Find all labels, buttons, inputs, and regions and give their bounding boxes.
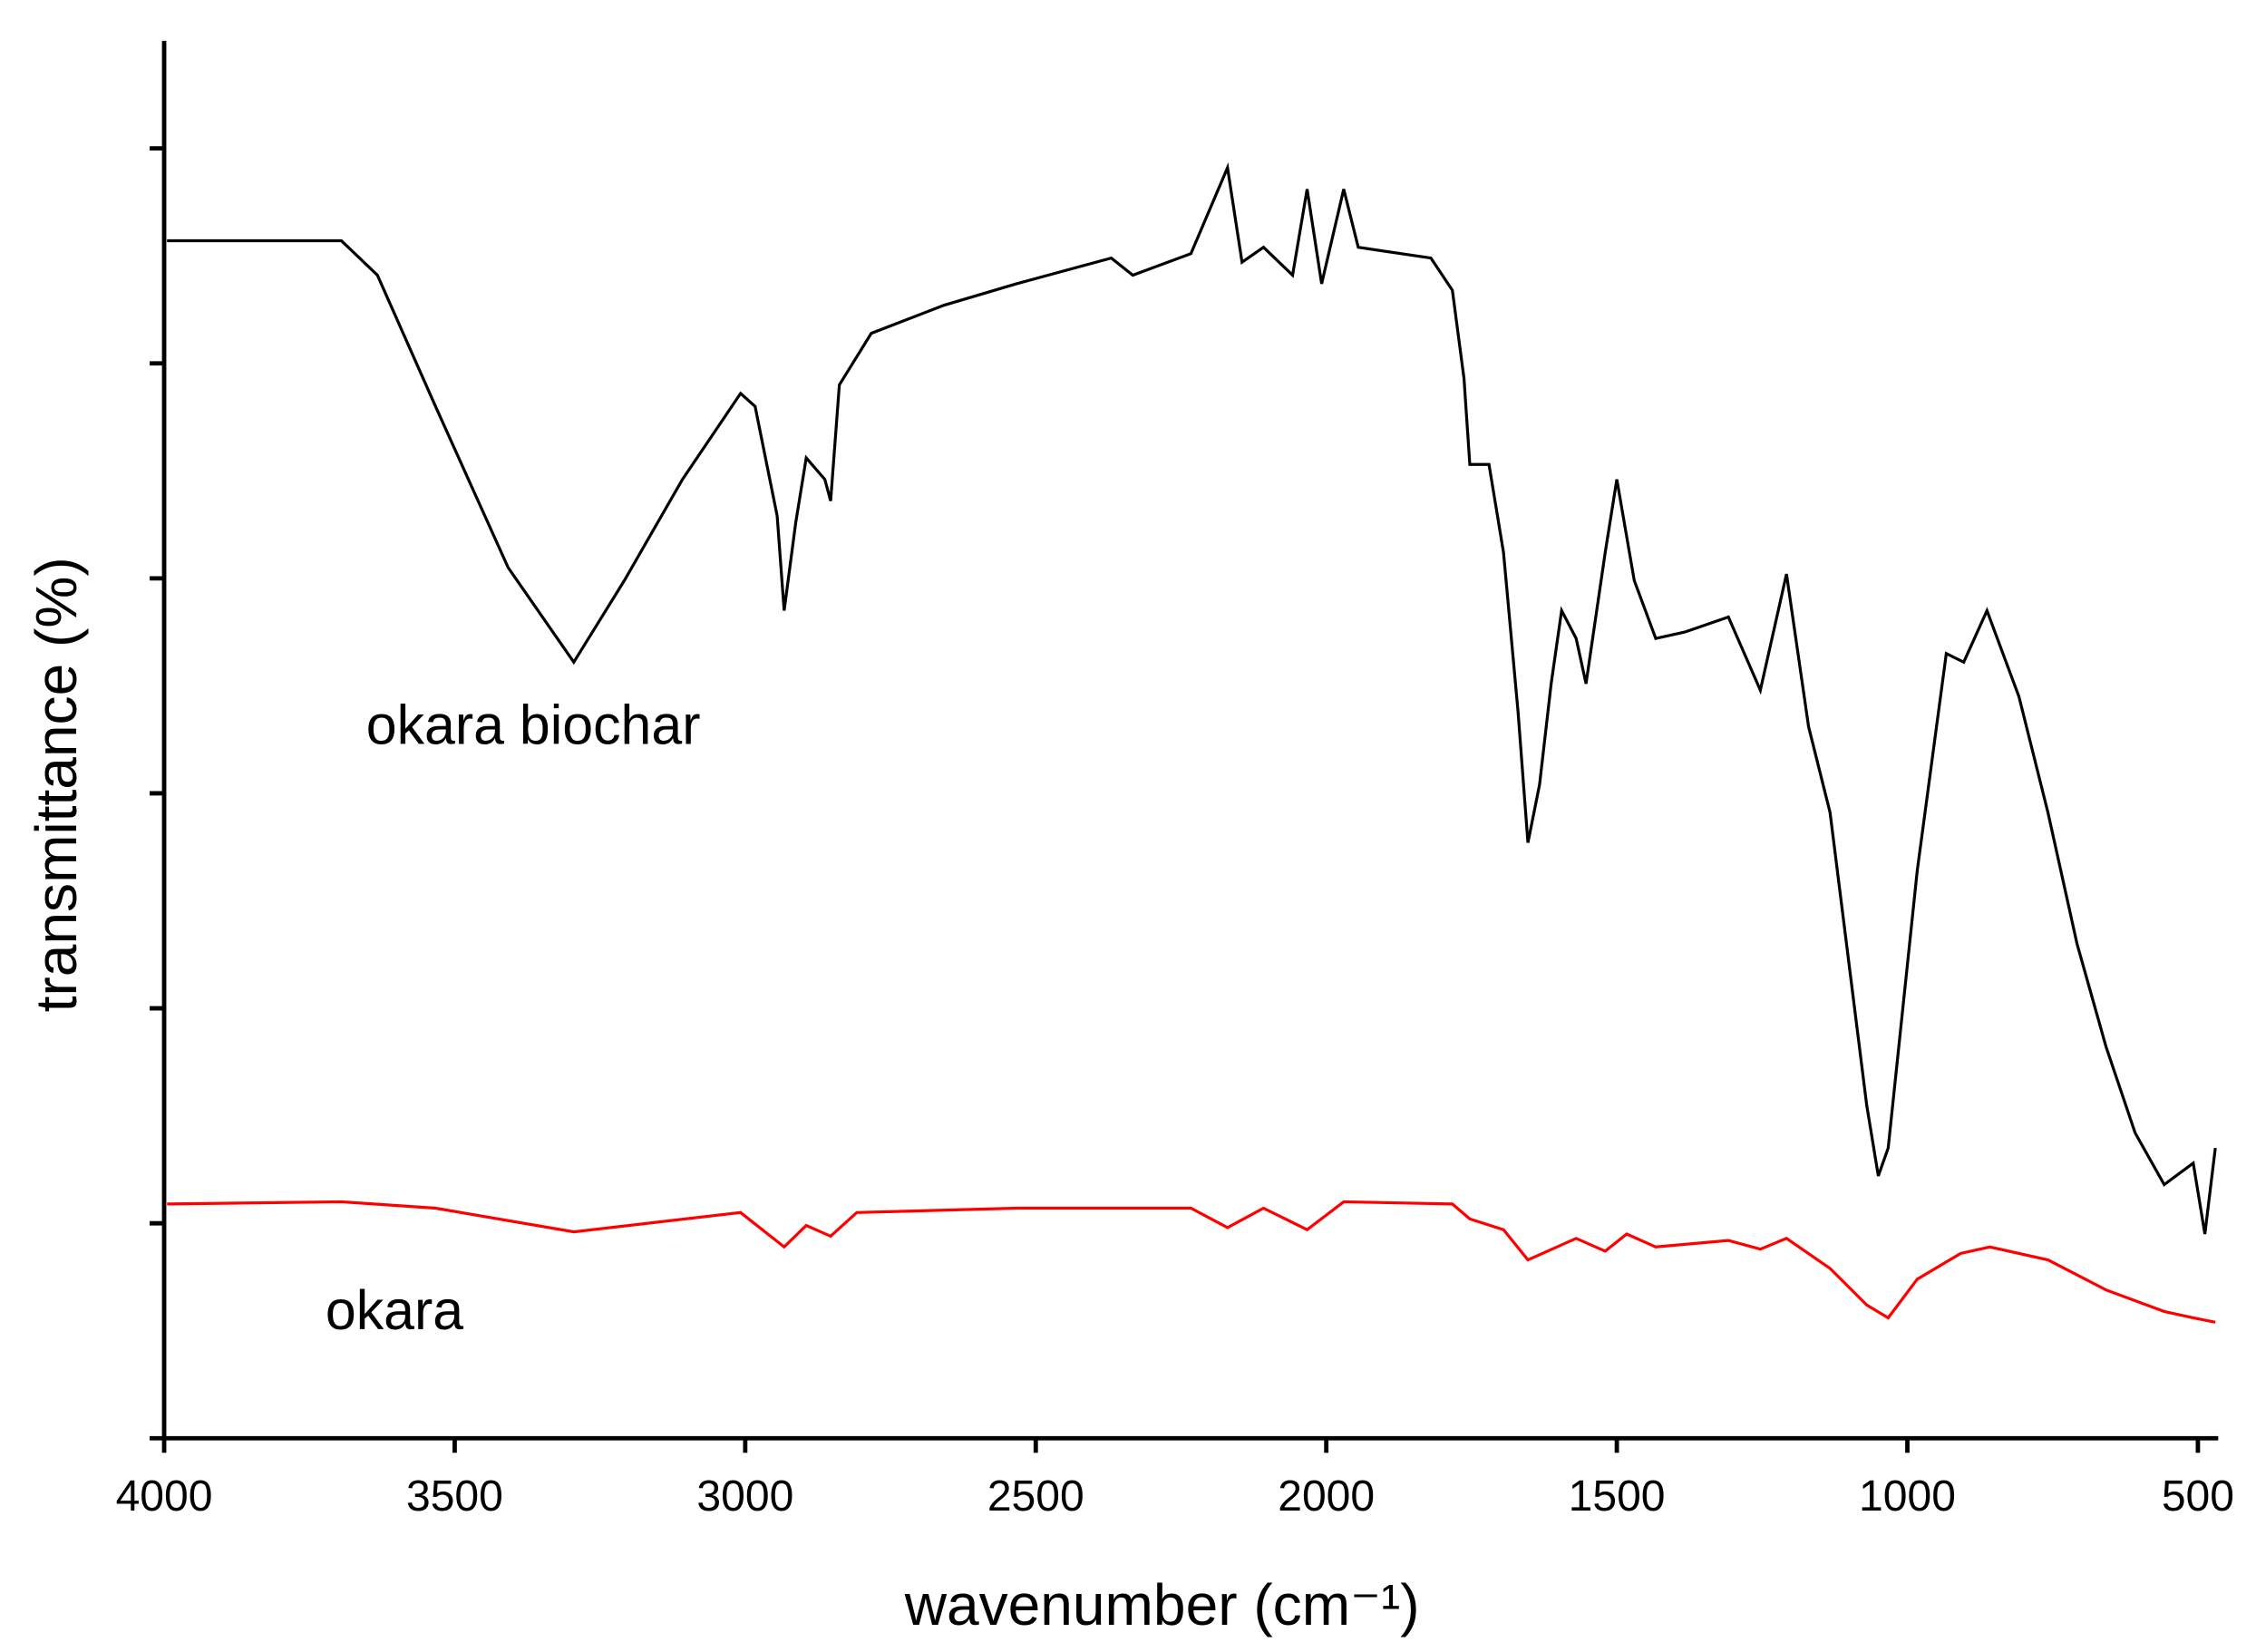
series-line [167, 1200, 2216, 1324]
x-tick-label: 3500 [406, 1472, 503, 1521]
x-tick-label: 3000 [696, 1472, 793, 1521]
x-tick-label: 500 [2162, 1472, 2234, 1521]
x-axis-label: wavenumber (cm⁻¹) [904, 1572, 1420, 1637]
x-tick-label: 2000 [1278, 1472, 1375, 1521]
series-label: okara biochar [366, 695, 701, 756]
series-label: okara [326, 1279, 463, 1341]
y-axis-label: transmittance (%) [24, 557, 89, 1012]
series-line [167, 162, 2217, 1235]
x-tick-label: 1000 [1859, 1472, 1956, 1521]
x-tick-label: 2500 [987, 1472, 1084, 1521]
x-tick-label: 4000 [116, 1472, 213, 1521]
x-tick-label: 1500 [1569, 1472, 1666, 1521]
